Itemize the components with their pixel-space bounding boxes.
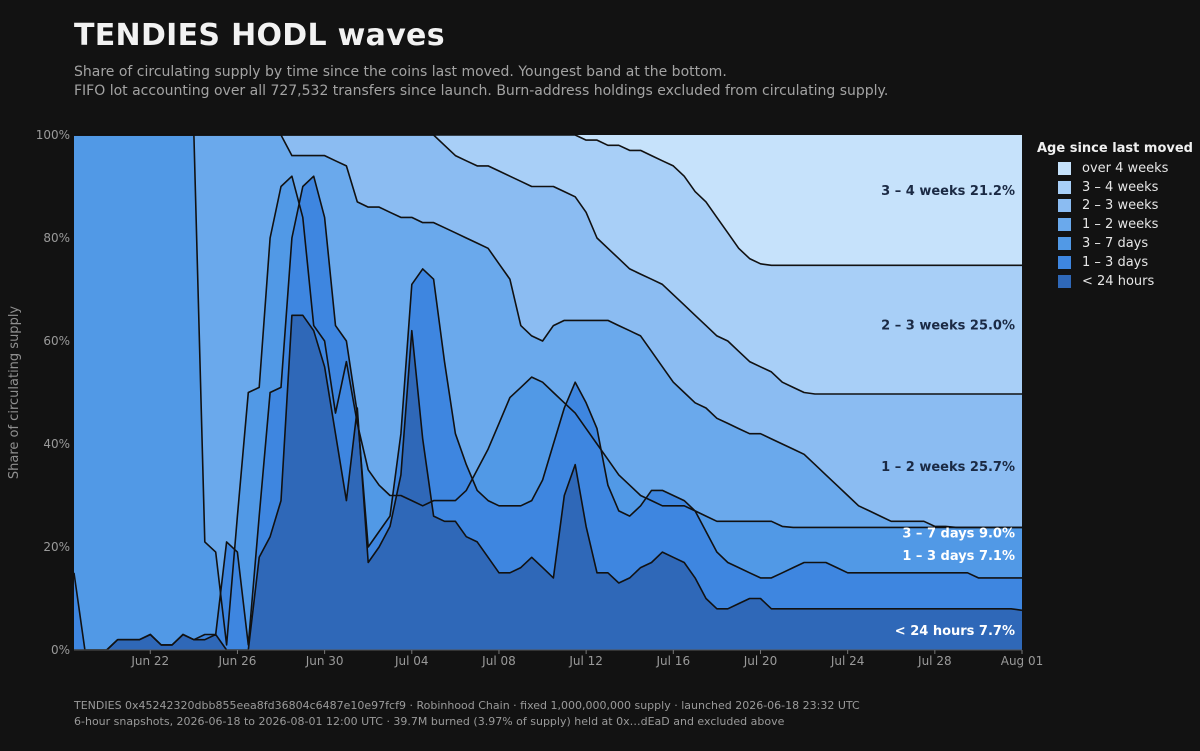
legend-swatch [1058,237,1071,251]
y-tick-label: 40% [43,437,70,451]
legend-label: 3 – 7 days [1082,236,1149,252]
legend-label: 2 – 3 weeks [1082,198,1159,214]
x-tick-label: Jul 04 [394,654,429,668]
legend-item-3-4-weeks: 3 – 4 weeks [1058,178,1195,197]
legend-label: < 24 hours [1082,273,1155,289]
legend-item-1-3-days: 1 – 3 days [1058,253,1195,272]
legend-swatch [1058,218,1071,232]
y-tick-label: 60% [43,334,70,348]
band-annotation: 2 – 3 weeks 25.0% [881,319,1015,334]
y-tick-label: 80% [43,231,70,245]
y-tick-label: 100% [36,128,70,142]
band-annotation: 1 – 2 weeks 25.7% [881,460,1015,475]
band-annotation: 3 – 4 weeks 21.2% [881,184,1015,199]
legend-title: Age since last moved [1037,141,1193,156]
band-annotation: 3 – 7 days 9.0% [902,527,1015,542]
legend-label: 3 – 4 weeks [1082,179,1159,195]
legend: Age since last moved over 4 weeks 3 – 4 … [1030,141,1195,291]
subtitle-line-1: Share of circulating supply by time sinc… [74,64,727,80]
subtitle-line-2: FIFO lot accounting over all 727,532 tra… [74,83,889,99]
legend-label: 1 – 2 weeks [1082,217,1159,233]
x-tick-label: Aug 01 [1001,654,1044,668]
boundary-line [74,134,1022,646]
x-tick-label: Jun 30 [305,654,344,668]
legend-swatch [1058,161,1071,175]
x-tick-label: Jul 28 [917,654,952,668]
x-tick-label: Jun 26 [218,654,257,668]
band-annotation: 1 – 3 days 7.1% [902,549,1015,564]
legend-swatch [1058,180,1071,194]
legend-swatch [1058,255,1071,269]
x-tick-label: Jun 22 [130,654,169,668]
legend-swatch [1058,199,1071,213]
boundary-line [73,175,1022,651]
legend-swatch [1058,274,1071,288]
legend-item-3-7-days: 3 – 7 days [1058,234,1195,253]
x-tick-label: Jul 16 [656,654,691,668]
page-title: TENDIES HODL waves [74,18,445,53]
legend-label: over 4 weeks [1082,160,1169,176]
x-tick-label: Jul 12 [568,654,603,668]
footer-line-2: 6-hour snapshots, 2026-06-18 to 2026-08-… [74,715,785,728]
legend-item-2-3-weeks: 2 – 3 weeks [1058,197,1195,216]
y-tick-label: 0% [51,643,70,657]
legend-label: 1 – 3 days [1082,254,1149,270]
legend-item-under-24-hours: < 24 hours [1058,272,1195,291]
legend-item-over-4-weeks: over 4 weeks [1058,159,1195,178]
band-annotation: < 24 hours 7.7% [895,624,1015,639]
legend-item-1-2-weeks: 1 – 2 weeks [1058,215,1195,234]
boundary-line [74,134,1022,267]
footer-line-1: TENDIES 0x45242320dbb855eea8fd36804c6487… [74,699,860,712]
y-axis-label: Share of circulating supply [7,306,22,480]
band-under-24-hours [74,315,1022,650]
x-tick-label: Jul 20 [743,654,778,668]
x-tick-label: Jul 08 [481,654,516,668]
y-tick-label: 20% [43,540,70,554]
x-tick-label: Jul 24 [830,654,865,668]
